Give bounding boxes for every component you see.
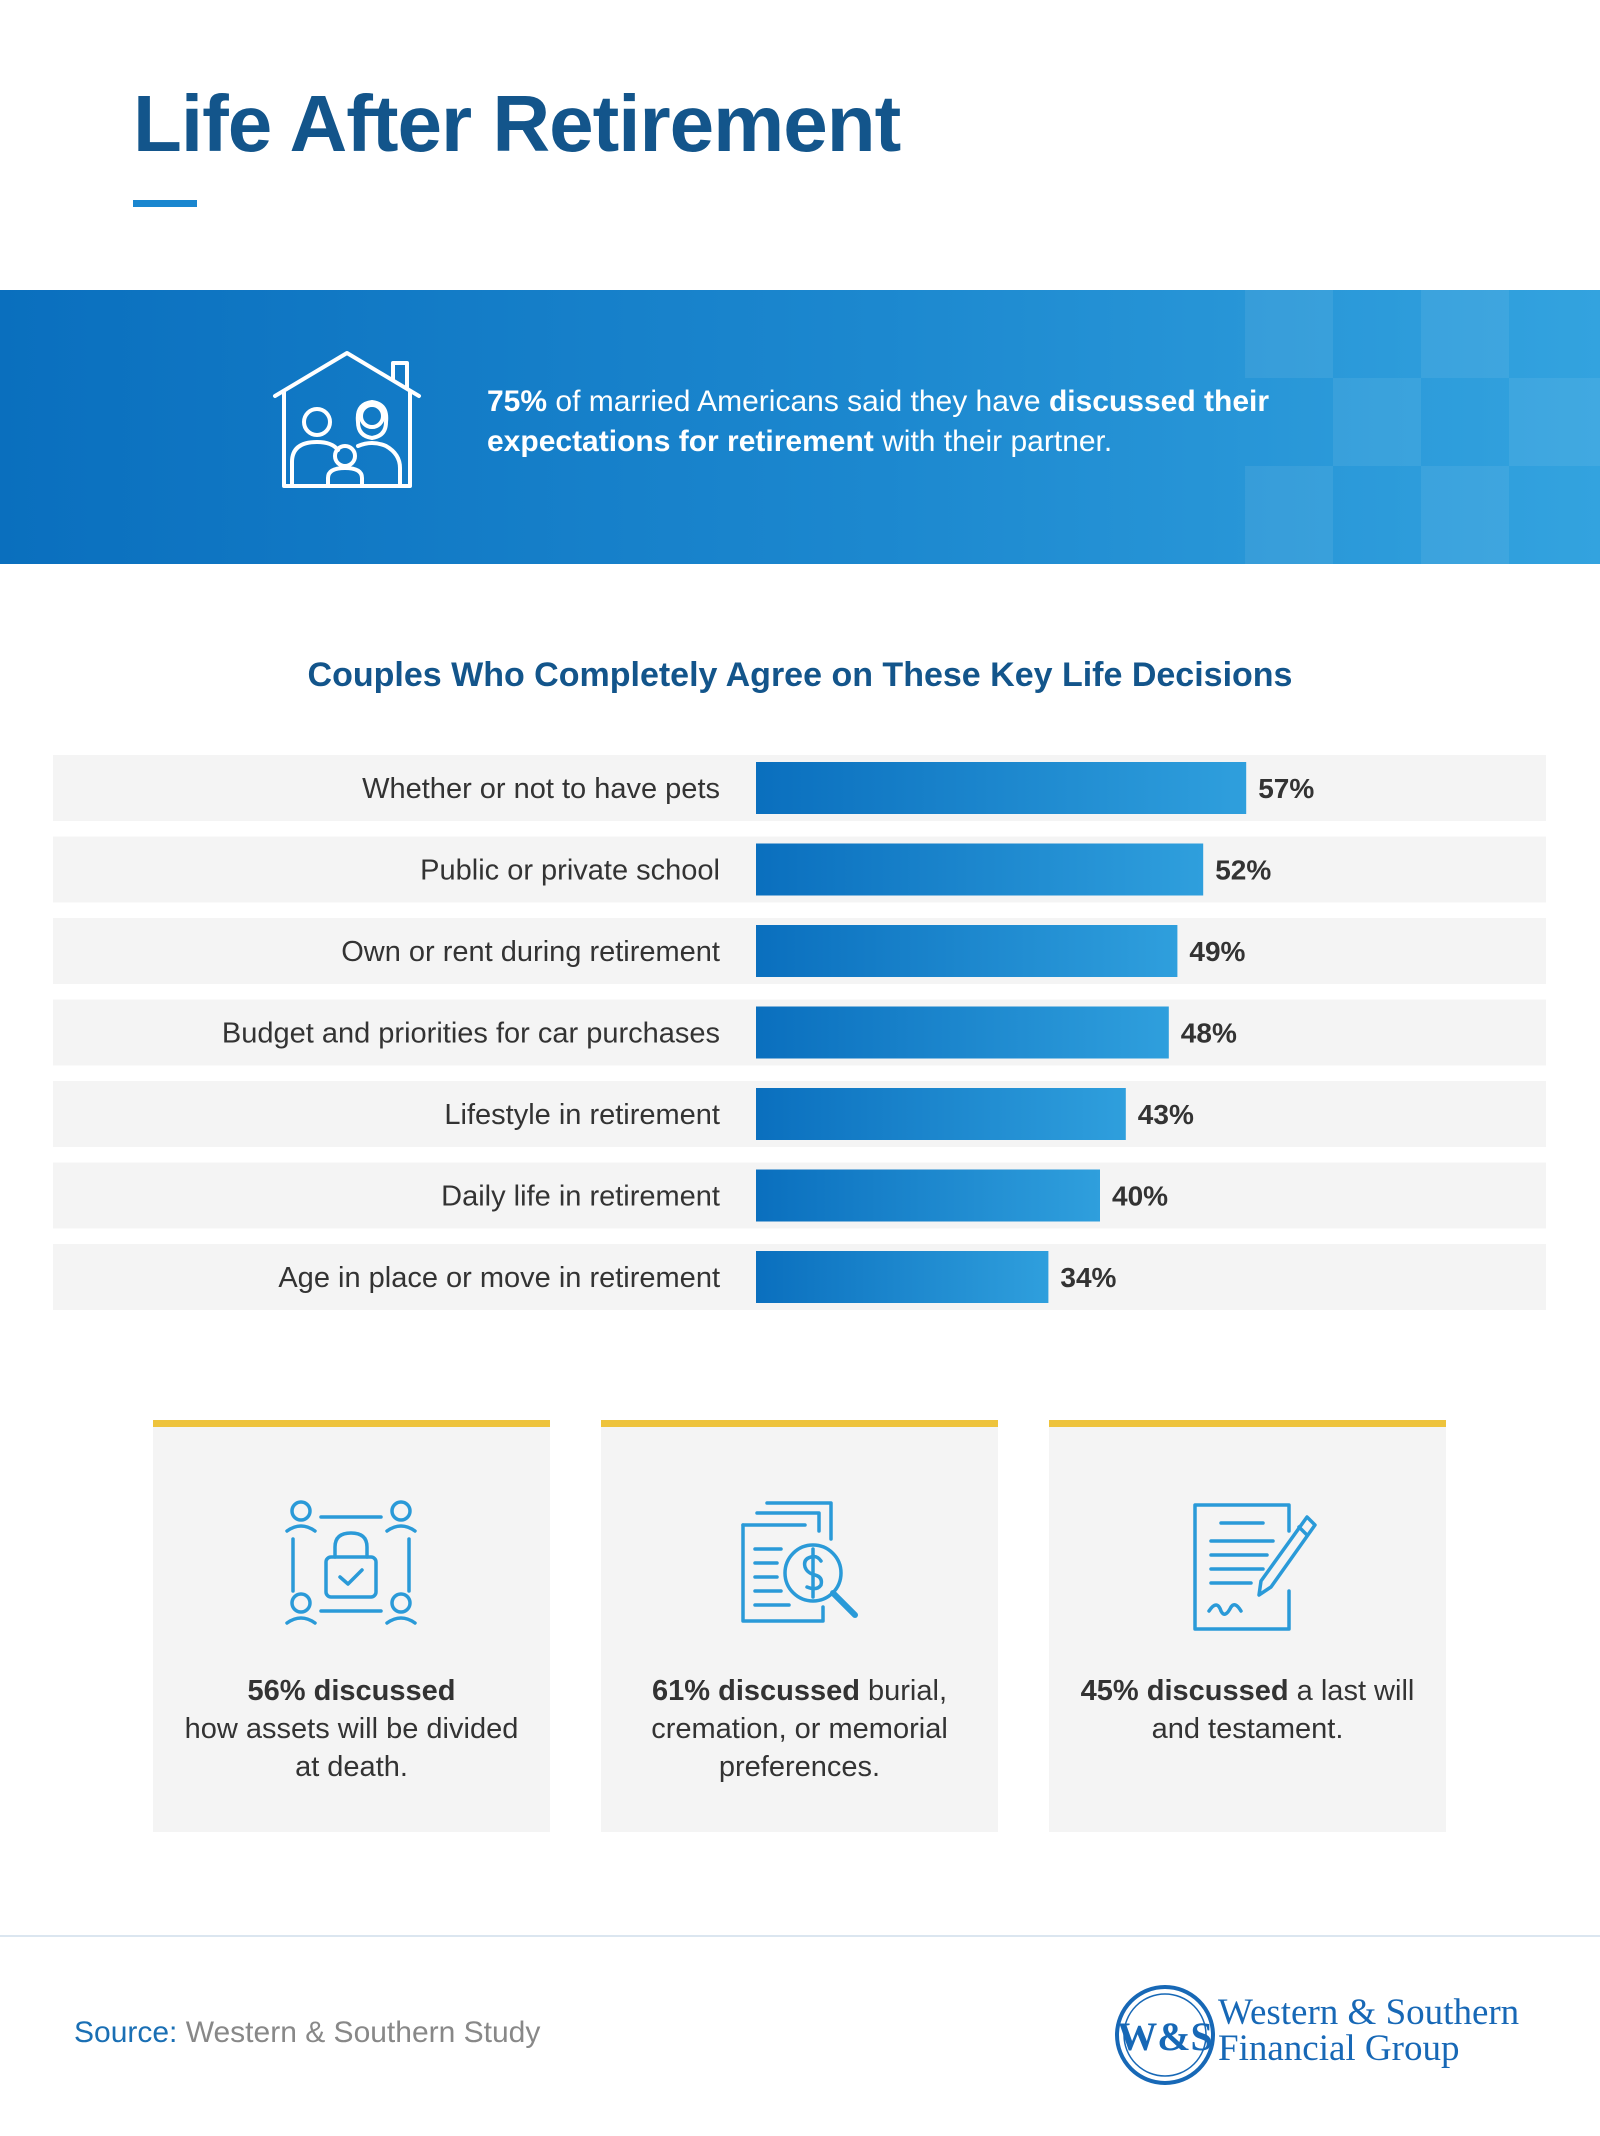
bar	[756, 1169, 1100, 1222]
category-label: Lifestyle in retirement	[444, 1099, 720, 1131]
data-label: 40%	[1112, 1181, 1168, 1212]
title-underline	[133, 200, 197, 207]
card-body-will: a last will and testament.	[1151, 1675, 1415, 1745]
bar-chart: Whether or not to have pets 57% Public or …	[53, 755, 1546, 1310]
data-label: 57%	[1258, 773, 1314, 804]
logo-wordmark: Western & Southern Financial Group	[1218, 1992, 1520, 2069]
source-text: Western & Southern Study	[177, 2016, 541, 2049]
category-label: Public or private school	[420, 855, 720, 887]
shared-assets-lock-icon	[285, 1500, 417, 1625]
logo-line1: Western & Southern	[1218, 1992, 1520, 2033]
data-label: 43%	[1138, 1099, 1194, 1130]
banner-text-part2: with their partner.	[873, 425, 1113, 458]
card-body-burial: burial, cremation, or memorial preferenc…	[651, 1675, 948, 1783]
family-house-icon	[273, 351, 421, 488]
bar	[756, 1088, 1126, 1140]
document-dollar-search-icon	[741, 1501, 858, 1623]
page-title: Life After Retirement	[133, 79, 901, 168]
data-label: 48%	[1181, 1018, 1237, 1049]
company-logo: W&S	[1115, 1985, 1215, 2085]
banner-text-part1: of married Americans said they have	[547, 385, 1049, 418]
card-text-will: 45% discussed a last will and testament.	[1069, 1672, 1426, 1748]
source-label: Source:	[74, 2016, 178, 2049]
stat-card-burial: 61% discussed burial, cremation, or memo…	[601, 1420, 998, 1832]
stat-banner: 75% of married Americans said they have …	[0, 290, 1600, 564]
category-label: Age in place or move in retirement	[278, 1262, 720, 1294]
logo-line2: Financial Group	[1218, 2028, 1460, 2069]
bar	[756, 1006, 1169, 1059]
bar	[756, 843, 1204, 896]
card-text-burial: 61% discussed burial, cremation, or memo…	[621, 1672, 978, 1786]
stat-card-will: 45% discussed a last will and testament.	[1049, 1420, 1446, 1832]
chart-title: Couples Who Completely Agree on These Ke…	[307, 656, 1293, 694]
data-label: 52%	[1215, 855, 1271, 886]
category-label: Daily life in retirement	[441, 1181, 720, 1213]
banner-stat: 75%	[487, 385, 548, 418]
will-signing-pen-icon	[1193, 1503, 1317, 1631]
card-bold-will: 45% discussed	[1080, 1675, 1289, 1707]
source-note: Source: Western & Southern Study	[74, 2016, 540, 2050]
bar	[756, 762, 1247, 814]
banner-bold-text: discussed their expectations for retirem…	[487, 385, 1270, 458]
category-label: Whether or not to have pets	[362, 773, 720, 805]
data-label: 49%	[1189, 936, 1245, 967]
bar	[756, 1251, 1049, 1303]
card-bold-burial: 61% discussed	[652, 1675, 860, 1707]
bar	[756, 925, 1178, 977]
stat-card-assets: 56% discussed how assets will be divided …	[153, 1420, 550, 1832]
banner-statement: 75% of married Americans said they have …	[487, 382, 1387, 462]
logo-monogram: W&S	[1117, 2014, 1213, 2059]
card-bold-assets: 56% discussed	[247, 1675, 456, 1707]
data-label: 34%	[1060, 1262, 1116, 1293]
card-body-assets: how assets will be divided at death.	[184, 1713, 519, 1783]
footer-divider	[0, 1935, 1600, 1937]
card-text-assets: 56% discussed how assets will be divided …	[173, 1672, 530, 1786]
category-label: Own or rent during retirement	[341, 936, 720, 968]
category-label: Budget and priorities for car purchases	[222, 1018, 720, 1050]
